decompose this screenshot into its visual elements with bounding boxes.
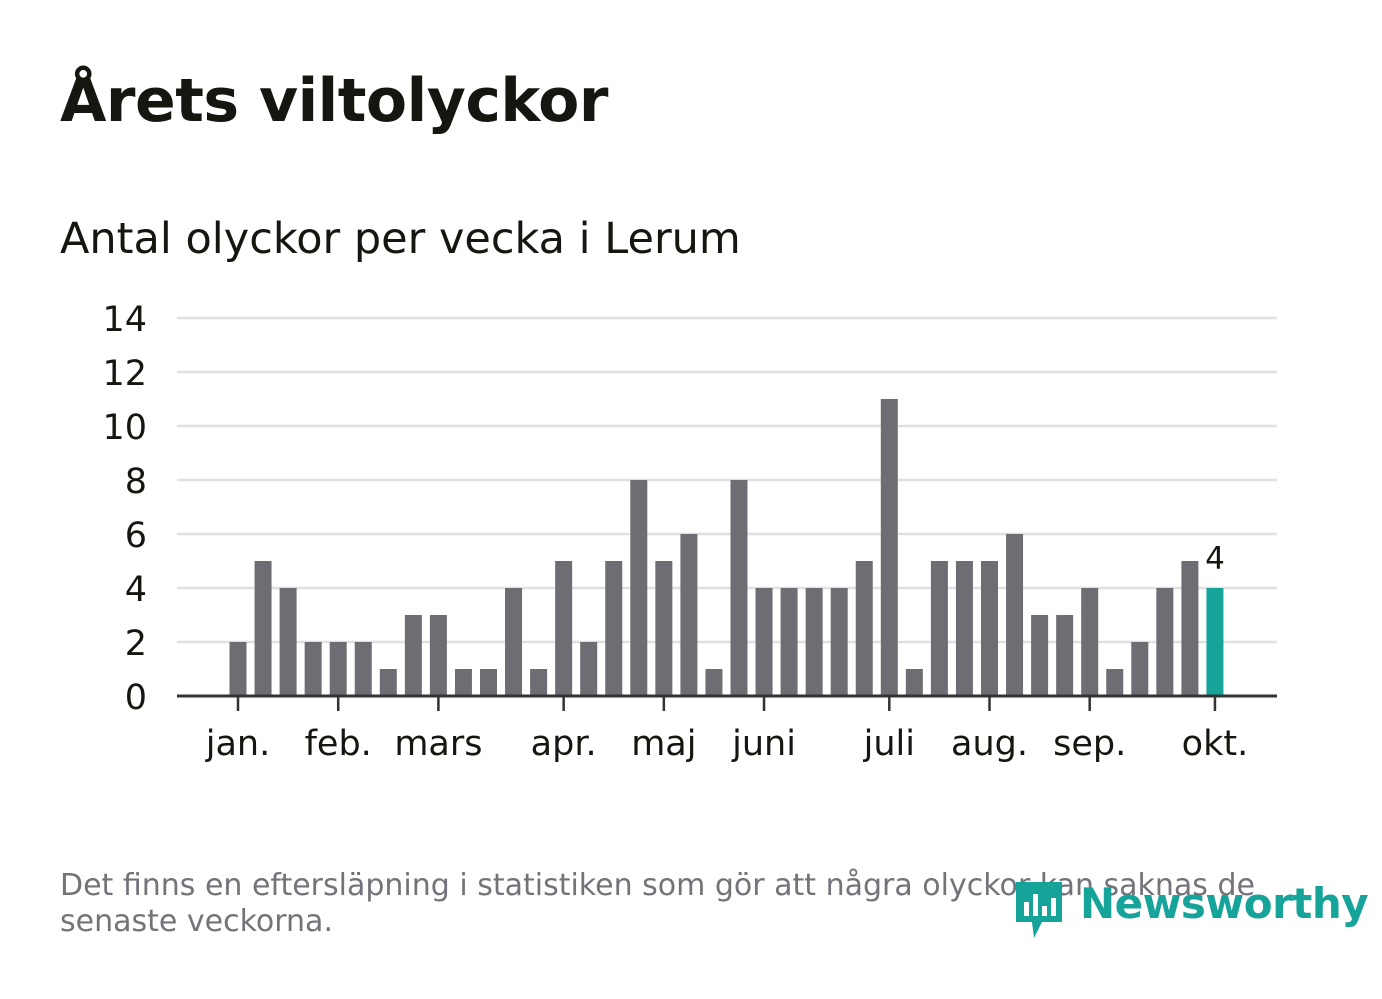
bar xyxy=(429,615,447,696)
bar xyxy=(530,669,548,696)
bar xyxy=(229,642,247,696)
bar xyxy=(1181,561,1199,696)
newsworthy-logo-icon xyxy=(1016,882,1062,938)
bar xyxy=(630,480,648,696)
y-tick-label: 8 xyxy=(125,462,147,502)
bar xyxy=(855,561,873,696)
bar xyxy=(580,642,598,696)
x-axis xyxy=(177,694,1277,711)
bar xyxy=(354,642,372,696)
bar xyxy=(905,669,923,696)
bar xyxy=(680,534,698,696)
y-tick-label: 2 xyxy=(125,624,147,664)
bar xyxy=(780,588,798,696)
bar xyxy=(454,669,472,696)
x-tick-label: okt. xyxy=(1182,724,1249,764)
y-tick-label: 12 xyxy=(102,354,147,394)
y-tick-label: 6 xyxy=(125,516,147,556)
bar xyxy=(955,561,973,696)
x-tick-label: juni xyxy=(731,724,796,764)
x-tick-label: aug. xyxy=(951,724,1028,764)
bar xyxy=(730,480,748,696)
bar xyxy=(404,615,422,696)
x-tick-label: juli xyxy=(863,724,915,764)
x-tick-label: sep. xyxy=(1053,724,1126,764)
bars xyxy=(229,399,1224,696)
y-tick-label: 4 xyxy=(125,570,147,610)
bar xyxy=(805,588,823,696)
bar xyxy=(981,561,998,696)
chart-title: Årets viltolyckor xyxy=(60,66,609,136)
y-tick-label: 0 xyxy=(125,678,147,718)
bar xyxy=(1106,669,1124,696)
bar xyxy=(329,642,347,696)
y-tick-label: 10 xyxy=(102,408,147,448)
x-tick-label: jan. xyxy=(205,724,270,764)
bar xyxy=(1131,642,1149,696)
labels: 0 2 4 6 8 10 12 14 4 jan. feb. mars apr. maj juni juli a… xyxy=(102,300,1248,764)
bar xyxy=(605,561,623,696)
bar xyxy=(279,588,297,696)
grid-lines xyxy=(177,316,1277,644)
bar xyxy=(755,588,773,696)
bar xyxy=(655,561,673,696)
bar xyxy=(254,561,272,696)
bar xyxy=(1006,534,1024,696)
x-tick-label: maj xyxy=(631,724,696,764)
bar xyxy=(830,588,848,696)
bar xyxy=(1156,588,1174,696)
chart-subtitle: Antal olyckor per vecka i Lerum xyxy=(60,214,741,264)
bar xyxy=(880,399,898,696)
y-tick-label: 14 xyxy=(102,300,147,340)
newsworthy-logo-text: Newsworthy xyxy=(1080,879,1369,928)
bar xyxy=(930,561,948,696)
newsworthy-logo: Newsworthy xyxy=(1012,876,1369,942)
bar xyxy=(480,669,497,696)
bar xyxy=(1081,588,1099,696)
bar xyxy=(1056,615,1074,696)
x-tick-label: mars xyxy=(394,724,482,764)
bar xyxy=(705,669,723,696)
bar xyxy=(304,642,322,696)
x-tick-label: feb. xyxy=(305,724,372,764)
data-label: 4 xyxy=(1205,541,1225,577)
bar xyxy=(555,561,573,696)
bar xyxy=(1031,615,1049,696)
x-tick-label: apr. xyxy=(531,724,597,764)
bar xyxy=(505,588,523,696)
bar-highlight xyxy=(1206,588,1224,696)
bar xyxy=(379,669,397,696)
